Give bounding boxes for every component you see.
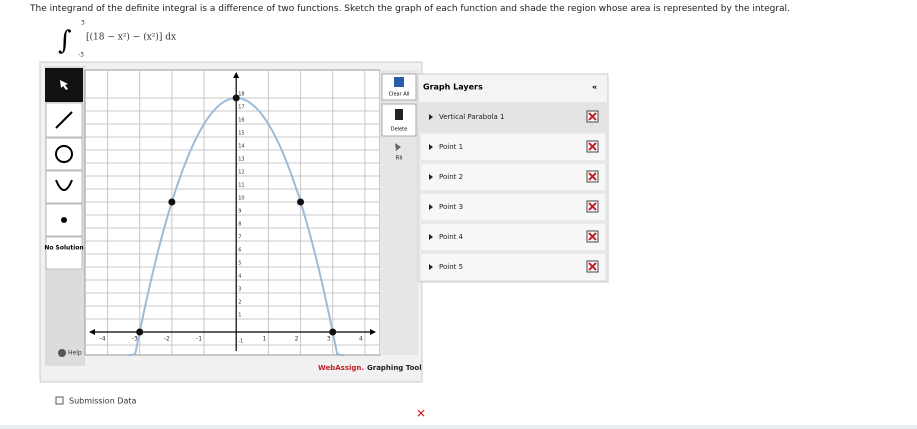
layers-title: Graph Layers: [423, 83, 483, 92]
parabola-icon: [55, 179, 73, 191]
layer-name: Point 3: [439, 203, 463, 211]
layer-row: [419, 222, 607, 252]
y-tick-label: 9: [238, 208, 241, 214]
y-tick-label: 8: [238, 221, 241, 227]
x-tick-label: 2: [295, 335, 299, 342]
fill-icon: [395, 143, 401, 151]
x-tick-label: 3: [327, 335, 331, 342]
y-tick-label: 13: [238, 156, 244, 162]
brand-name: WebAssign.: [318, 364, 364, 372]
point: [168, 198, 176, 206]
point-icon: [61, 217, 67, 223]
no-solution-button[interactable]: [45, 236, 83, 270]
parabola-tool[interactable]: [45, 170, 83, 204]
remove-icon: [588, 172, 597, 181]
layer-name: Point 1: [439, 143, 463, 151]
y-tick-label: 16: [238, 117, 244, 123]
point: [136, 328, 144, 336]
integrand: [(18 − x²) − (x²)] dx: [86, 32, 176, 43]
circle-icon: [55, 145, 73, 163]
layer-name: Point 4: [439, 233, 464, 241]
expand-box[interactable]: [55, 396, 64, 405]
layer-caret: [429, 234, 433, 240]
layer-row: [419, 102, 607, 132]
point: [329, 328, 337, 336]
layer-caret: [429, 114, 433, 120]
layer-name: Point 2: [439, 173, 463, 181]
layer-name: Point 5: [439, 263, 463, 271]
y-tick-label: 14: [238, 143, 244, 149]
y-tick-label: 6: [238, 247, 241, 253]
layer-row: [419, 192, 607, 222]
y-tick-label: 1: [238, 312, 241, 318]
no-solution-label: No Solution: [44, 245, 83, 252]
clear-icon: [394, 77, 404, 87]
fill-label[interactable]: Fill: [396, 156, 403, 162]
y-tick-label: 2: [238, 299, 241, 305]
x-tick-label: -1: [196, 335, 202, 342]
y-tick-label: 7: [238, 234, 241, 240]
remove-icon: [588, 262, 597, 271]
delete-icon: [395, 109, 403, 120]
circle-tool[interactable]: [45, 137, 83, 171]
y-tick-label: 10: [238, 195, 244, 201]
point: [232, 94, 240, 102]
help-link[interactable]: Help: [68, 350, 82, 357]
line-icon: [55, 111, 73, 129]
y-tick-label: 15: [238, 130, 244, 136]
integral-sign: ∫: [58, 26, 72, 56]
integral-lower: -3: [78, 52, 84, 59]
layer-caret: [429, 174, 433, 180]
y-tick-label: 17: [238, 104, 244, 110]
y-tick-label: -1: [238, 338, 243, 344]
delete-label: Delete: [391, 127, 407, 133]
layer-caret: [429, 144, 433, 150]
x-tick-label: -4: [100, 335, 106, 342]
remove-icon: [588, 202, 597, 211]
arrow-icon: [60, 80, 68, 90]
remove-icon: [588, 142, 597, 151]
y-tick-label: 12: [238, 169, 244, 175]
footer-bar: [0, 425, 917, 429]
remove-icon: [588, 112, 597, 121]
integral-upper: 3: [81, 20, 85, 27]
help-icon: [58, 349, 66, 357]
y-tick-label: 4: [238, 273, 241, 279]
remove-icon: [588, 232, 597, 241]
prompt: The integrand of the definite integral i…: [30, 4, 790, 14]
y-tick-label: 11: [238, 182, 244, 188]
layer-caret: [429, 204, 433, 210]
layer-caret: [429, 264, 433, 270]
layer-row: [419, 252, 607, 282]
x-tick-label: 4: [359, 335, 363, 342]
x-tick-label: 1: [263, 335, 267, 342]
y-tick-label: 18: [238, 91, 244, 97]
y-tick-label: 3: [238, 286, 241, 292]
point: [297, 198, 305, 206]
graph-area: [84, 69, 381, 356]
layer-row: [419, 132, 607, 162]
collapse-button[interactable]: «: [592, 83, 597, 92]
wrong-mark: ✕: [416, 407, 426, 421]
layer-name: Vertical Parabola 1: [439, 113, 504, 121]
y-tick-label: 5: [238, 260, 241, 266]
clear-all-label: Clear All: [389, 92, 410, 98]
x-tick-label: -3: [132, 335, 138, 342]
layer-row: [419, 162, 607, 192]
x-tick-label: -2: [164, 335, 170, 342]
submission-link[interactable]: Submission Data: [69, 397, 137, 406]
brand-suffix: Graphing Tool: [367, 364, 422, 372]
